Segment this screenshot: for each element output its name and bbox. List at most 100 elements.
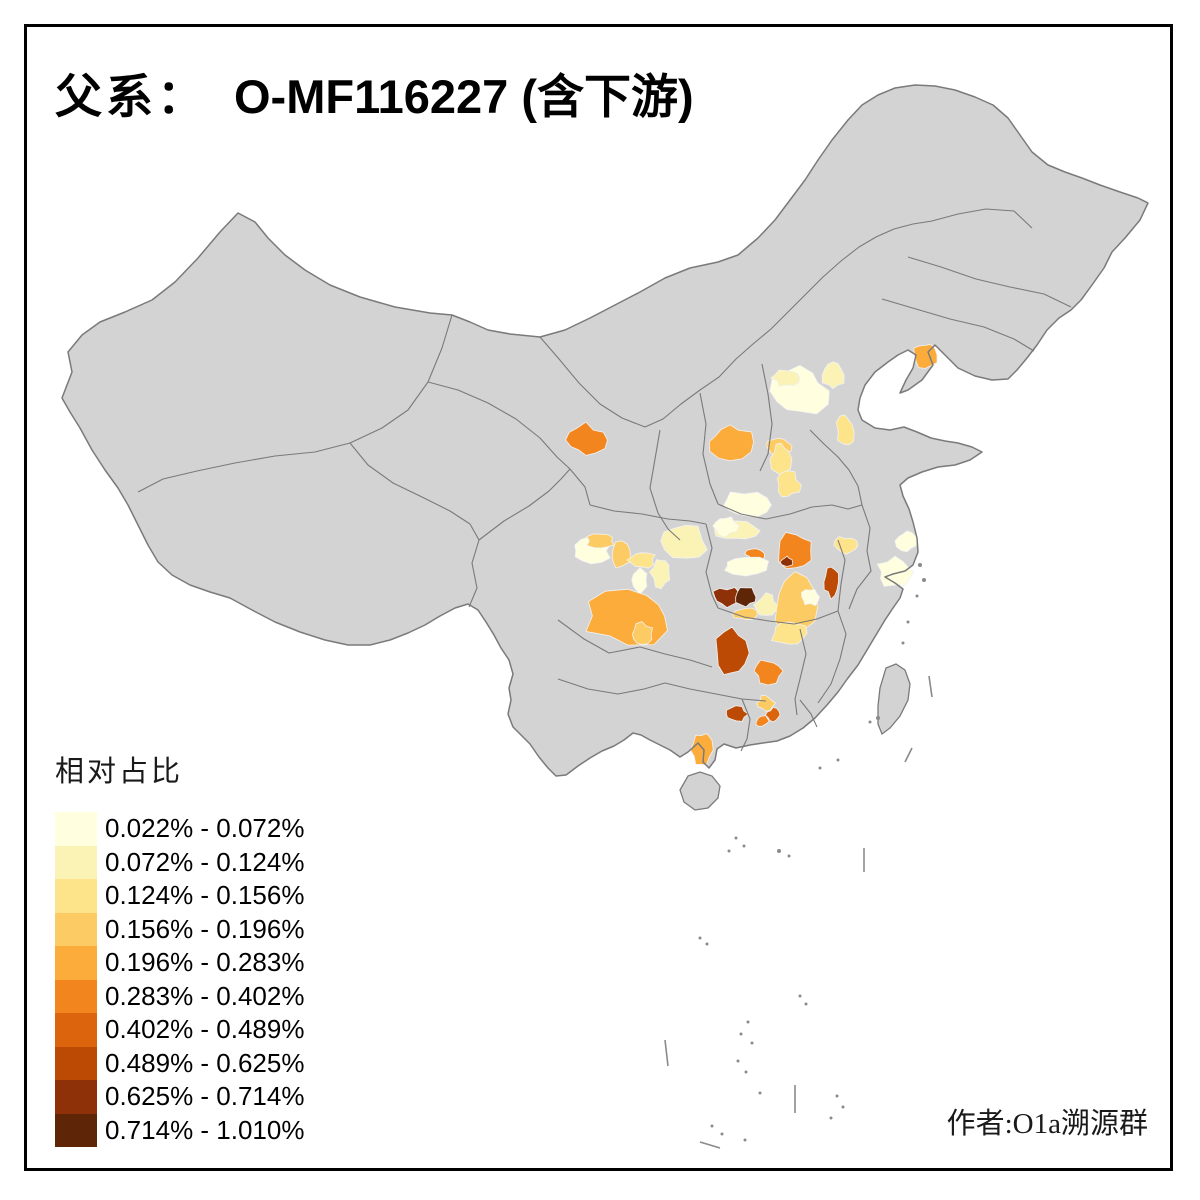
province-border: [649, 429, 681, 541]
map-region: [753, 592, 778, 616]
map-region: [725, 705, 749, 722]
legend-swatch-8: [55, 1046, 97, 1080]
islet: [758, 1091, 762, 1095]
province-border: [717, 503, 863, 520]
islet: [868, 720, 872, 724]
legend-class-label: 0.402% - 0.489%: [105, 1014, 305, 1045]
map-region: [565, 421, 608, 456]
legend-class-label: 0.714% - 1.010%: [105, 1114, 305, 1145]
province-border: [699, 392, 719, 505]
legend-class-label: 0.124% - 0.156%: [105, 880, 305, 911]
province-border: [717, 607, 839, 625]
legend-class-label: 0.156% - 0.196%: [105, 913, 305, 944]
legend-swatch-3: [55, 879, 97, 913]
islet: [734, 836, 738, 840]
attribution-text: 作者:O1a溯源群: [946, 1108, 1148, 1140]
islet: [743, 1138, 747, 1142]
province-border: [794, 628, 807, 716]
plot-frame: [24, 24, 1173, 1171]
map-region: [631, 567, 648, 595]
map-region: [708, 424, 755, 462]
legend-class-label: 0.072% - 0.124%: [105, 846, 305, 877]
legend-class-label: 0.283% - 0.402%: [105, 980, 305, 1011]
province-border: [817, 610, 847, 704]
legend-row: 0.714% - 1.010%: [55, 1113, 305, 1147]
map-region: [876, 555, 915, 587]
legend-swatch-10: [55, 1113, 97, 1147]
legend-rows: 0.022% - 0.072% 0.072% - 0.124% 0.124% - 0…: [55, 812, 304, 1147]
islet: [918, 563, 922, 567]
province-border: [557, 619, 641, 654]
islet: [922, 578, 926, 582]
islet: [804, 1002, 808, 1006]
islet: [841, 1105, 845, 1109]
province-border: [569, 468, 591, 506]
map-region: [715, 626, 750, 676]
legend-swatch-7: [55, 1013, 97, 1047]
islet: [710, 1124, 714, 1128]
map-region: [835, 414, 855, 446]
islet: [744, 1070, 748, 1074]
map-region: [631, 621, 654, 645]
map-region: [776, 470, 802, 498]
province-border: [137, 314, 453, 493]
province-border: [427, 381, 571, 470]
legend-swatch-6: [55, 979, 97, 1013]
islet: [901, 641, 905, 645]
map-region: [755, 715, 770, 727]
province-border: [478, 468, 571, 541]
legend-row: 0.072% - 0.124%: [55, 845, 305, 879]
hainan-island: [679, 771, 721, 811]
map-region: [821, 361, 845, 390]
map-region: [586, 533, 615, 549]
national-border: [61, 84, 1149, 777]
province-border: [837, 539, 846, 612]
legend-row: 0.489% - 0.625%: [55, 1046, 305, 1080]
legend-class-label: 0.625% - 0.714%: [105, 1081, 305, 1112]
islet: [876, 716, 880, 720]
map-region: [894, 530, 919, 553]
page-title: 父系： O-MF116227 (含下游): [55, 58, 694, 127]
sea-boundary-dash: [699, 1141, 721, 1149]
islet: [835, 1094, 839, 1098]
legend-swatch-2: [55, 845, 97, 879]
map-region: [779, 555, 794, 567]
islet: [787, 854, 791, 858]
province-border: [907, 256, 1072, 308]
province-border: [799, 699, 818, 728]
legend-title: 相对占比: [55, 756, 184, 788]
legend-row: 0.625% - 0.714%: [55, 1080, 304, 1114]
islet: [915, 594, 919, 598]
province-border: [589, 504, 707, 525]
map-region: [764, 706, 781, 723]
haplogroup-label: O-MF116227 (含下游): [234, 70, 694, 123]
province-border: [539, 208, 1033, 428]
legend-swatch-4: [55, 912, 97, 946]
legend-row: 0.124% - 0.156%: [55, 879, 304, 913]
legend-row: 0.022% - 0.072%: [55, 812, 304, 846]
legend-row: 0.156% - 0.196%: [55, 912, 305, 946]
islet: [736, 1059, 740, 1063]
legend-class-label: 0.489% - 0.625%: [105, 1047, 305, 1078]
map-region: [753, 659, 784, 686]
map-region: [823, 566, 839, 600]
islet: [836, 758, 840, 762]
islet: [698, 936, 702, 940]
mainland-fill: [62, 85, 1148, 776]
map-region: [800, 589, 820, 607]
legend-row: 0.196% - 0.283%: [55, 946, 304, 980]
map-region: [724, 556, 770, 577]
map-region: [756, 695, 776, 712]
islet: [777, 849, 781, 853]
legend-row: 0.283% - 0.402%: [55, 979, 305, 1013]
province-border: [705, 523, 719, 609]
islet: [829, 1116, 833, 1120]
map-region: [611, 540, 633, 569]
sea-boundary-dash: [928, 675, 933, 698]
map-region: [732, 607, 758, 621]
sea-boundary-dash: [904, 747, 913, 763]
legend-swatch-9: [55, 1080, 97, 1114]
islet: [798, 994, 802, 998]
